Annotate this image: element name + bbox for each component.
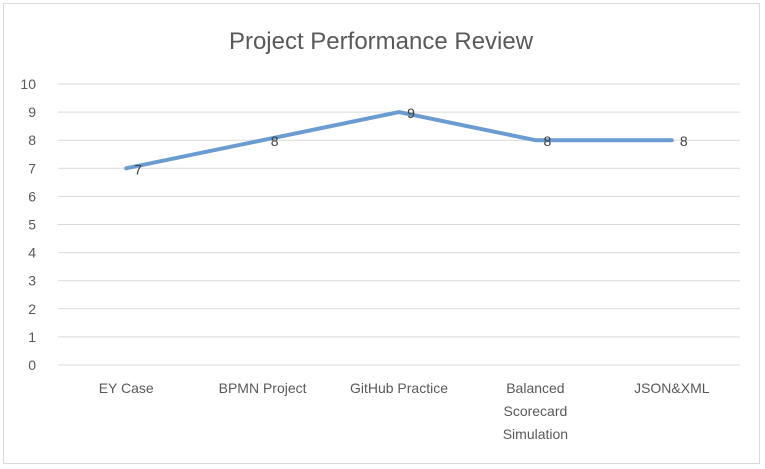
x-axis-ticks: EY Case BPMN Project GitHub Practice Balanc… (99, 380, 710, 442)
y-tick-label: 10 (20, 76, 36, 92)
data-label: 8 (680, 133, 688, 149)
data-labels: 7 8 9 8 8 (134, 105, 688, 177)
data-label: 8 (544, 133, 552, 149)
y-tick-label: 2 (28, 301, 36, 317)
x-tick-label-line: Balanced (506, 380, 564, 396)
x-tick-label-line: Simulation (503, 426, 568, 442)
x-tick-label-line: BPMN Project (219, 380, 307, 396)
y-tick-label: 7 (28, 160, 36, 176)
y-tick-label: 8 (28, 132, 36, 148)
y-tick-label: 0 (28, 357, 36, 373)
y-tick-label: 3 (28, 273, 36, 289)
x-tick-label-line: JSON&XML (634, 380, 710, 396)
y-tick-label: 9 (28, 104, 36, 120)
y-tick-label: 1 (28, 329, 36, 345)
x-tick-label-line: GitHub Practice (350, 380, 448, 396)
plot-series (124, 110, 674, 171)
y-tick-label: 5 (28, 217, 36, 233)
x-tick-label: GitHub Practice (350, 380, 448, 396)
x-tick-label: JSON&XML (634, 380, 710, 396)
data-label: 8 (271, 133, 279, 149)
y-axis-ticks: 0 1 2 3 4 5 6 7 8 9 10 (20, 76, 36, 373)
data-label: 9 (407, 105, 415, 121)
y-tick-label: 6 (28, 188, 36, 204)
y-tick-label: 4 (28, 245, 36, 261)
x-tick-label: Balanced Scorecard Simulation (503, 380, 568, 442)
x-tick-label: BPMN Project (219, 380, 307, 396)
x-tick-label-line: Scorecard (503, 403, 567, 419)
chart-title: Project Performance Review (229, 28, 534, 55)
gridlines (58, 83, 740, 366)
x-tick-label: EY Case (99, 380, 154, 396)
x-tick-label-line: EY Case (99, 380, 154, 396)
data-label: 7 (134, 161, 142, 177)
chart-frame (3, 3, 760, 464)
